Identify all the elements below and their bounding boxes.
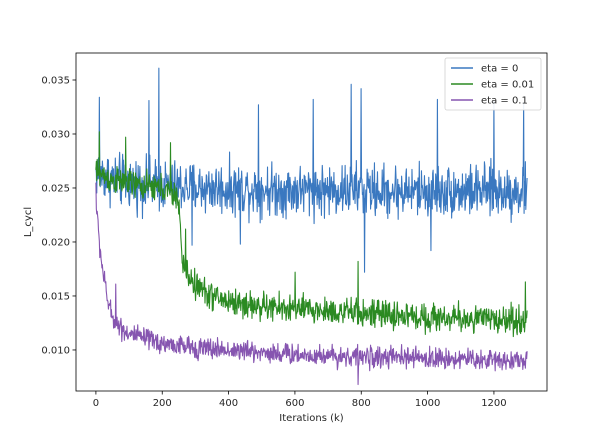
x-tick-label: 200 (153, 398, 172, 409)
series-line-2 (95, 182, 528, 386)
x-tick-label: 1000 (415, 398, 440, 409)
x-tick-label: 600 (285, 398, 304, 409)
series-line-0 (95, 67, 528, 273)
x-axis: 0 200 400 600 800 1000 1200 (93, 391, 507, 409)
series-line-1 (95, 131, 528, 338)
series-layer (95, 67, 528, 386)
legend-label: eta = 0.1 (481, 96, 528, 107)
legend: eta = 0 eta = 0.01 eta = 0.1 (444, 57, 542, 111)
x-tick-label: 0 (93, 398, 99, 409)
legend-label: eta = 0 (481, 64, 518, 75)
y-tick-label: 0.025 (41, 183, 70, 194)
y-tick-label: 0.010 (41, 345, 70, 356)
y-axis-label: L_cycl (23, 207, 34, 237)
y-tick-label: 0.015 (41, 291, 70, 302)
plot-frame (75, 52, 548, 392)
y-tick-label: 0.035 (41, 75, 70, 86)
x-tick-label: 800 (352, 398, 371, 409)
y-axis: 0.010 0.015 0.020 0.025 0.030 0.035 (41, 75, 76, 356)
legend-box (444, 57, 542, 111)
x-tick-label: 400 (219, 398, 238, 409)
x-tick-label: 1200 (481, 398, 506, 409)
y-tick-label: 0.020 (41, 237, 70, 248)
legend-label: eta = 0.01 (481, 80, 534, 91)
x-axis-label: Iterations (k) (279, 413, 343, 424)
y-tick-label: 0.030 (41, 129, 70, 140)
